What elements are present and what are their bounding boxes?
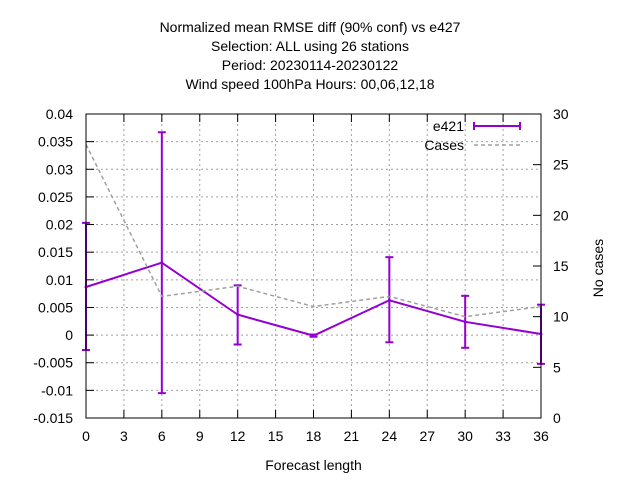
y2-tick-label: 25 <box>553 157 569 173</box>
x-tick-label: 33 <box>495 428 511 444</box>
data-point <box>387 298 391 302</box>
x-tick-label: 21 <box>344 428 360 444</box>
x-axis-ticks: 0 3 6 9 12 15 18 21 24 27 30 33 36 <box>82 114 549 444</box>
y-tick-label: 0 <box>65 327 73 343</box>
y-tick-label: 0.03 <box>46 161 73 177</box>
x-tick-label: 3 <box>120 428 128 444</box>
x-tick-label: 9 <box>196 428 204 444</box>
y-tick-label: -0.01 <box>41 382 73 398</box>
y2-tick-label: 20 <box>553 207 569 223</box>
x-tick-label: 0 <box>82 428 90 444</box>
legend: e421 Cases <box>424 118 521 153</box>
title-line: Selection: ALL using 26 stations <box>211 38 409 54</box>
y-tick-label: 0.04 <box>46 106 73 122</box>
y-tick-label: 0.02 <box>46 217 73 233</box>
data-point <box>160 261 164 265</box>
series-line-cases <box>85 144 542 318</box>
y-tick-label: 0.025 <box>38 189 73 205</box>
x-tick-label: 30 <box>457 428 473 444</box>
legend-label: Cases <box>424 137 464 153</box>
y-tick-label: 0.005 <box>38 299 73 315</box>
chart-title: Normalized mean RMSE diff (90% conf) vs … <box>160 19 461 92</box>
title-line: Normalized mean RMSE diff (90% conf) vs … <box>160 19 461 35</box>
x-tick-label: 18 <box>306 428 322 444</box>
y2-tick-label: 10 <box>553 309 569 325</box>
data-point <box>312 334 315 338</box>
y2-tick-label: 5 <box>553 359 561 375</box>
y-tick-label: 0.01 <box>46 272 73 288</box>
y2-axis-label: No cases <box>590 239 606 297</box>
x-tick-label: 24 <box>382 428 398 444</box>
y2-axis-ticks: 0 5 10 15 20 25 30 <box>533 106 569 426</box>
x-tick-label: 15 <box>268 428 284 444</box>
y-tick-label: 0.035 <box>38 134 73 150</box>
title-line: Wind speed 100hPa Hours: 00,06,12,18 <box>185 76 434 92</box>
x-tick-label: 6 <box>158 428 166 444</box>
y2-tick-label: 0 <box>553 410 561 426</box>
x-tick-label: 27 <box>419 428 435 444</box>
legend-label: e421 <box>433 118 464 134</box>
y-tick-label: -0.015 <box>33 410 73 426</box>
y2-tick-label: 30 <box>553 106 569 122</box>
y-tick-label: -0.005 <box>33 355 73 371</box>
y-axis-ticks: -0.015 -0.01 -0.005 0 0.005 0.01 0.015 0.02 0.02… <box>33 106 94 426</box>
x-tick-label: 12 <box>230 428 246 444</box>
data-point <box>236 313 240 317</box>
data-point <box>463 320 467 324</box>
title-line: Period: 20230114-20230122 <box>222 57 399 73</box>
plot-series <box>82 131 545 395</box>
y2-tick-label: 15 <box>553 258 569 274</box>
x-tick-label: 36 <box>533 428 549 444</box>
x-axis-label: Forecast length <box>265 457 362 473</box>
y-tick-label: 0.015 <box>38 244 73 260</box>
